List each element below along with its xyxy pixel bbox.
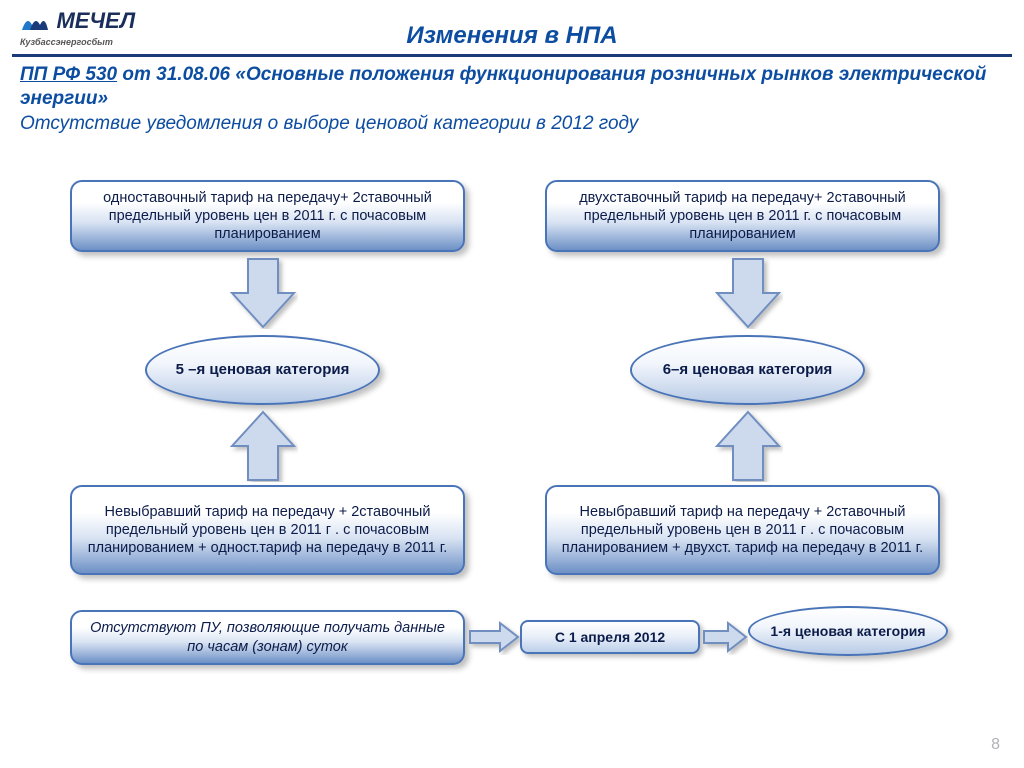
box-right-bot: Невыбравший тариф на передачу + 2ставочн… <box>545 485 940 575</box>
ellipse-bottom-right-text: 1-я ценовая категория <box>770 623 925 640</box>
ellipse-left-mid-text: 5 –я ценовая категория <box>176 361 350 379</box>
box-right-top-text: двухставочный тариф на передачу+ 2ставоч… <box>557 189 928 243</box>
box-bottom-mid: С 1 апреля 2012 <box>520 620 700 654</box>
arrow-right-1-icon <box>468 619 520 655</box>
arrow-down-right-icon <box>713 257 783 329</box>
ellipse-right-mid: 6–я ценовая категория <box>630 335 865 405</box>
arrow-down-left-icon <box>228 257 298 329</box>
subtitle: ПП РФ 530 от 31.08.06 «Основные положени… <box>20 63 1004 111</box>
ellipse-bottom-right: 1-я ценовая категория <box>748 606 948 656</box>
box-bottom-left: Отсутствуют ПУ, позволяющие получать дан… <box>70 610 465 665</box>
logo: МЕЧЕЛ Кузбассэнергосбыт <box>20 8 135 47</box>
arrow-up-right-icon <box>713 410 783 482</box>
title-divider <box>12 54 1012 57</box>
slide-title: Изменения в НПА <box>0 0 1024 50</box>
arrow-right-2-icon <box>702 619 748 655</box>
subtitle-2: Отсутствие уведомления о выборе ценовой … <box>20 113 1004 135</box>
box-bottom-mid-text: С 1 апреля 2012 <box>555 629 665 645</box>
logo-swoosh-icon <box>20 10 48 37</box>
box-right-bot-text: Невыбравший тариф на передачу + 2ставочн… <box>557 503 928 557</box>
page-number: 8 <box>991 736 1000 754</box>
box-bottom-left-text: Отсутствуют ПУ, позволяющие получать дан… <box>82 619 453 655</box>
slide-stage: МЕЧЕЛ Кузбассэнергосбыт Изменения в НПА … <box>0 0 1024 768</box>
box-left-bot-text: Невыбравший тариф на передачу + 2ставочн… <box>82 503 453 557</box>
logo-name: МЕЧЕЛ <box>56 8 135 33</box>
box-right-top: двухставочный тариф на передачу+ 2ставоч… <box>545 180 940 252</box>
subtitle-law-ref: ПП РФ 530 <box>20 64 117 85</box>
ellipse-right-mid-text: 6–я ценовая категория <box>663 361 833 379</box>
subtitle-rest: от 31.08.06 «Основные положения функцион… <box>20 64 986 109</box>
box-left-top-text: одноставочный тариф на передачу+ 2ставоч… <box>82 189 453 243</box>
arrow-up-left-icon <box>228 410 298 482</box>
logo-sub: Кузбассэнергосбыт <box>20 37 135 47</box>
box-left-top: одноставочный тариф на передачу+ 2ставоч… <box>70 180 465 252</box>
box-left-bot: Невыбравший тариф на передачу + 2ставочн… <box>70 485 465 575</box>
ellipse-left-mid: 5 –я ценовая категория <box>145 335 380 405</box>
